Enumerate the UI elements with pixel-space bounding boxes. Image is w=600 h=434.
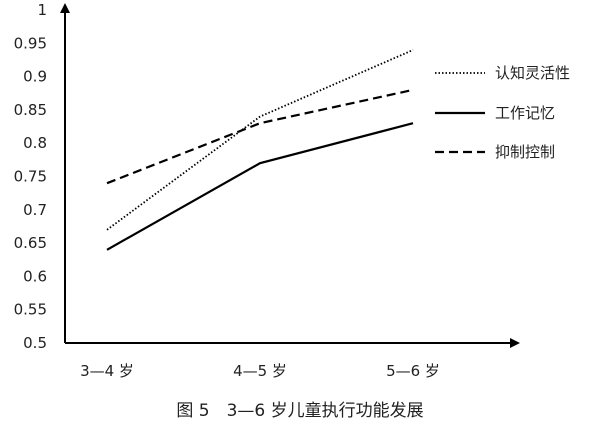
y-tick-label: 0.7	[23, 201, 47, 219]
series-line-2	[106, 122, 414, 251]
y-tick-label: 0.65	[14, 234, 47, 252]
series-lines	[106, 49, 414, 251]
x-axis-arrow	[510, 338, 520, 348]
legend-label: 抑制控制	[495, 143, 555, 161]
figure-caption: 图 5 3—6 岁儿童执行功能发展	[176, 401, 423, 421]
x-tick-label: 3—4 岁	[80, 362, 134, 380]
y-axis-arrow	[60, 3, 70, 13]
x-tick-label: 5—6 岁	[386, 362, 440, 380]
y-tick-label: 0.55	[14, 301, 47, 319]
y-tick-label: 0.6	[23, 267, 47, 285]
y-tick-labels: 0.5 0.55 0.6 0.65 0.7 0.75 0.8 0.85 0.9 0.95 1	[14, 1, 47, 352]
y-tick-label: 0.75	[14, 168, 47, 186]
y-tick-label: 0.85	[14, 101, 47, 119]
series-line-3	[106, 88, 414, 185]
y-tick-label: 1	[37, 1, 47, 19]
axes	[60, 3, 520, 348]
y-tick-label: 0.95	[14, 34, 47, 52]
x-tick-label: 4—5 岁	[233, 362, 287, 380]
y-tick-label: 0.9	[23, 68, 47, 86]
y-tick-label: 0.8	[23, 134, 47, 152]
legend-label: 工作记忆	[495, 104, 555, 122]
series-line-1	[106, 49, 414, 231]
y-tick-label: 0.5	[23, 334, 47, 352]
x-tick-labels: 3—4 岁 4—5 岁 5—6 岁	[80, 362, 440, 380]
legend-label: 认知灵活性	[495, 64, 570, 82]
